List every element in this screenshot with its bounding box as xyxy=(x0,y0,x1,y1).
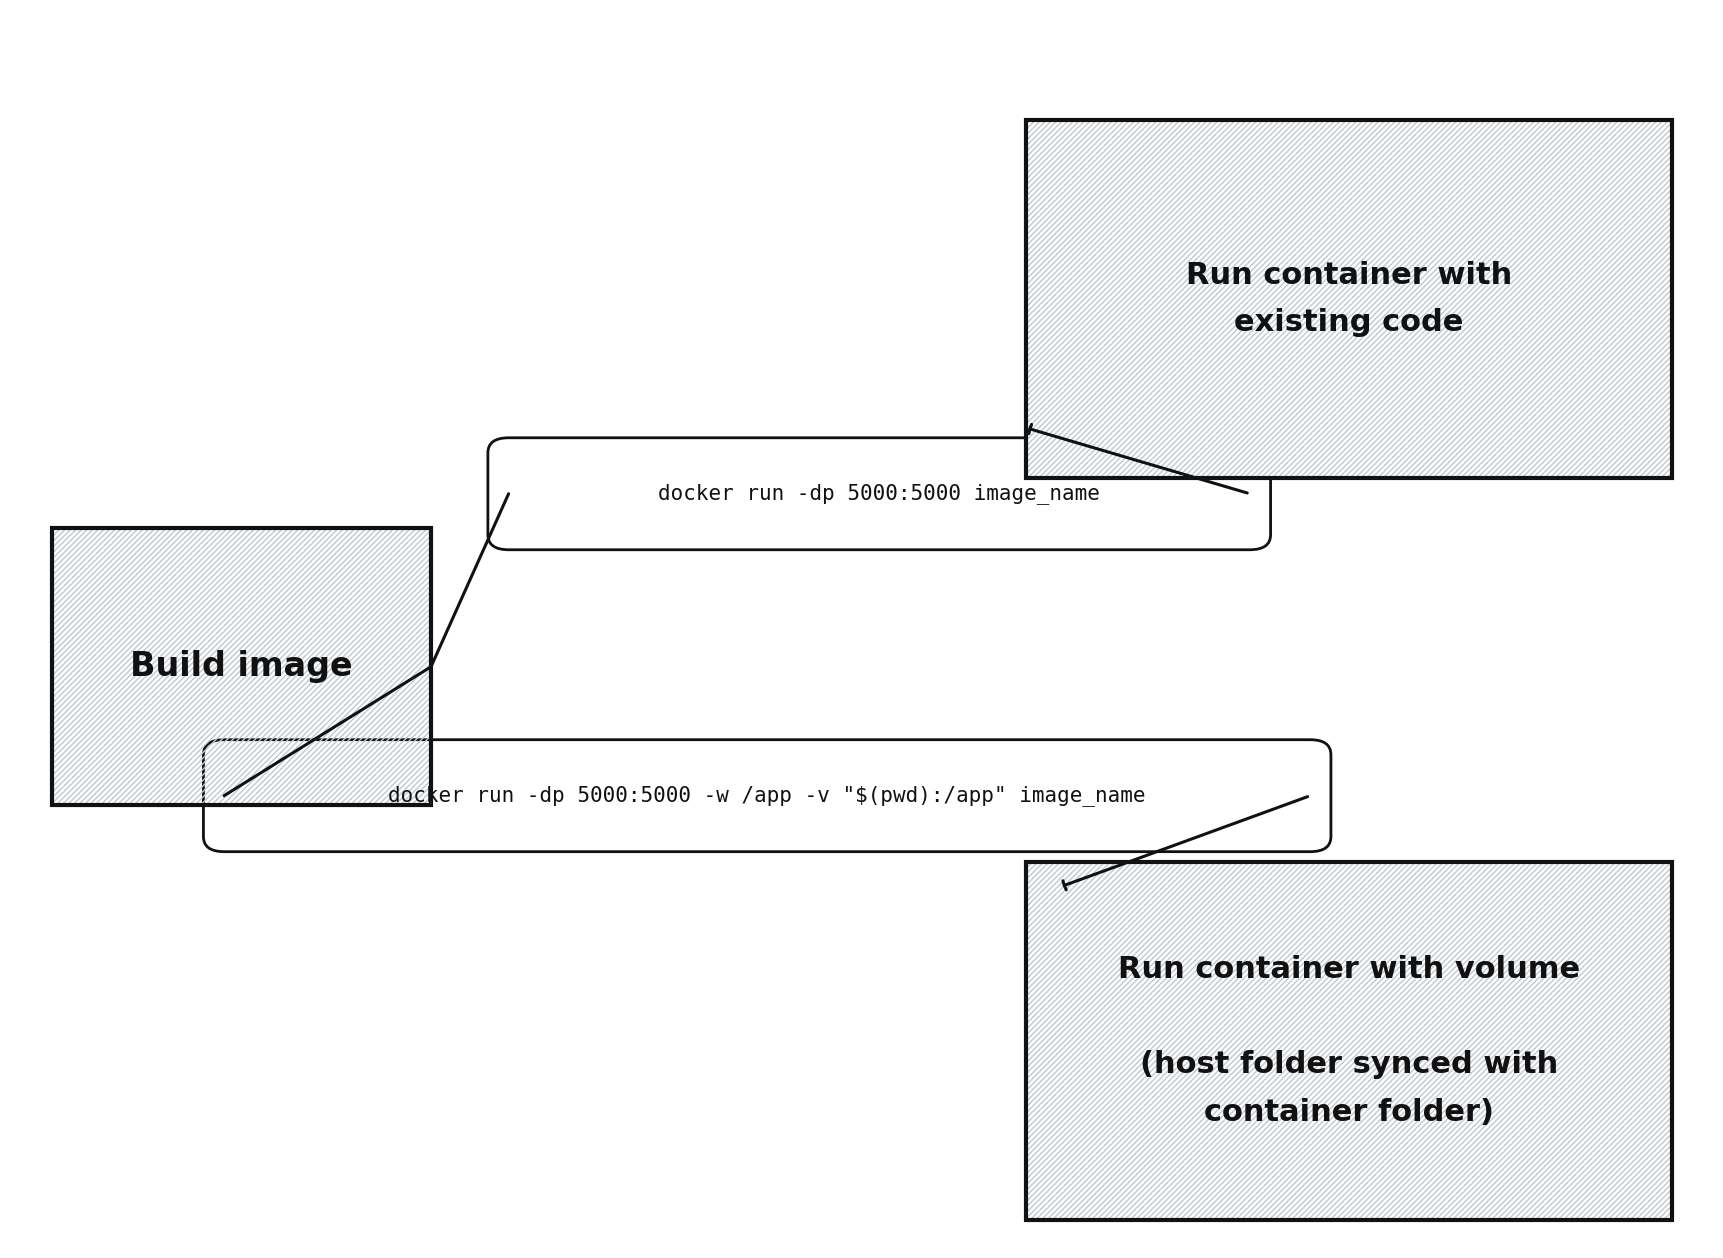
Bar xyxy=(52,528,431,805)
Bar xyxy=(1025,862,1671,1220)
Text: Build image: Build image xyxy=(129,650,353,683)
Text: Run container with
existing code: Run container with existing code xyxy=(1185,260,1511,337)
Bar xyxy=(52,528,431,805)
Text: docker run -dp 5000:5000 -w /app -v "$(pwd):/app" image_name: docker run -dp 5000:5000 -w /app -v "$(p… xyxy=(388,785,1146,806)
Text: Run container with volume

(host folder synced with
container folder): Run container with volume (host folder s… xyxy=(1117,955,1580,1127)
Bar xyxy=(52,528,431,805)
FancyBboxPatch shape xyxy=(488,438,1270,550)
Bar xyxy=(1025,862,1671,1220)
Bar xyxy=(1025,120,1671,478)
Bar xyxy=(1025,120,1671,478)
Bar xyxy=(1025,120,1671,478)
FancyBboxPatch shape xyxy=(203,740,1330,852)
Text: docker run -dp 5000:5000 image_name: docker run -dp 5000:5000 image_name xyxy=(658,483,1099,504)
Bar xyxy=(1025,862,1671,1220)
